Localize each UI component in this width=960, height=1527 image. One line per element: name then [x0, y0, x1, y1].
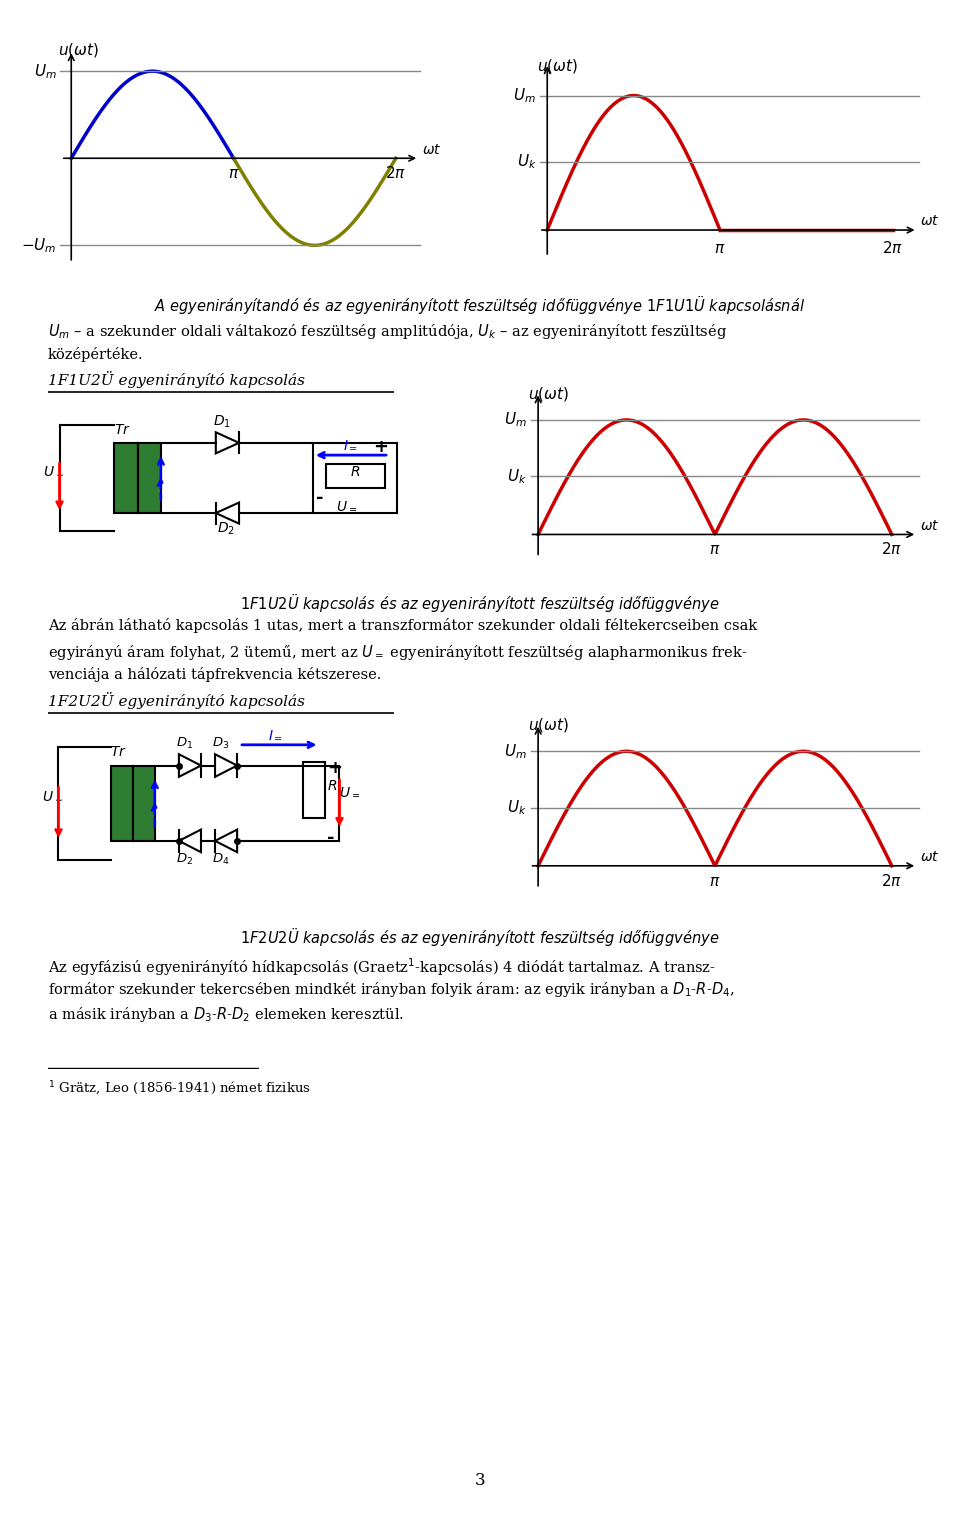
- Text: $D_1$: $D_1$: [213, 414, 231, 429]
- Text: $U_=$: $U_=$: [340, 785, 361, 799]
- Text: $\pi$: $\pi$: [228, 166, 239, 182]
- Text: $U_m$: $U_m$: [504, 411, 527, 429]
- Text: $U_=$: $U_=$: [336, 498, 357, 513]
- Text: $U_m$: $U_m$: [34, 61, 57, 81]
- Text: a másik irányban a $D_3$-$R$-$D_2$ elemeken keresztül.: a másik irányban a $D_3$-$R$-$D_2$ eleme…: [48, 1005, 404, 1023]
- Text: $\omega t$: $\omega t$: [920, 519, 940, 533]
- Text: $U_\sim$: $U_\sim$: [42, 463, 63, 478]
- Text: $Tr$: $Tr$: [114, 423, 132, 437]
- Bar: [325, 464, 385, 489]
- Text: $D_2$: $D_2$: [217, 521, 235, 538]
- Text: $D_4$: $D_4$: [212, 852, 229, 867]
- Text: $\pi$: $\pi$: [714, 241, 726, 257]
- Text: $^1$ Grätz, Leo (1856-1941) német fizikus: $^1$ Grätz, Leo (1856-1941) német fiziku…: [48, 1080, 311, 1098]
- Text: $U_m$: $U_m$: [514, 86, 537, 105]
- Text: $\it{1F1U2Ü\ kapcsolás\ és\ az\ egyenirányított\ feszültség\ időfüggvénye}$: $\it{1F1U2Ü\ kapcsolás\ és\ az\ egyenirá…: [240, 591, 720, 614]
- Text: $R$: $R$: [327, 779, 338, 793]
- Text: +: +: [373, 438, 388, 455]
- Text: $2\pi$: $2\pi$: [881, 541, 902, 557]
- Text: $I_=$: $I_=$: [268, 727, 283, 742]
- Text: $\omega t$: $\omega t$: [920, 851, 940, 864]
- Text: $U_\sim$: $U_\sim$: [42, 788, 63, 802]
- Text: $\pi$: $\pi$: [709, 542, 721, 557]
- Text: formátor szekunder tekercsében mindkét irányban folyik áram: az egyik irányban a: formátor szekunder tekercsében mindkét i…: [48, 980, 734, 999]
- Text: középértéke.: középértéke.: [48, 347, 144, 362]
- Bar: [114, 443, 137, 513]
- Text: 1F2U2Ü egyenirányító kapcsolás: 1F2U2Ü egyenirányító kapcsolás: [48, 692, 305, 709]
- Text: $\omega t$: $\omega t$: [421, 142, 442, 157]
- Bar: [110, 765, 132, 841]
- Text: $u(\omega t)$: $u(\omega t)$: [538, 56, 578, 75]
- Text: Az egyfázisú egyenirányító hídkapcsolás (Graetz$^1$-kapcsolás) 4 diódát tartalma: Az egyfázisú egyenirányító hídkapcsolás …: [48, 956, 716, 977]
- Text: $R$: $R$: [350, 466, 360, 479]
- Text: $2\pi$: $2\pi$: [881, 872, 902, 889]
- Text: $\omega t$: $\omega t$: [921, 214, 940, 228]
- Text: $u(\omega t)$: $u(\omega t)$: [528, 716, 569, 734]
- Text: Az ábrán látható kapcsolás 1 utas, mert a transzformátor szekunder oldali féltek: Az ábrán látható kapcsolás 1 utas, mert …: [48, 618, 757, 634]
- Text: $u(\omega t)$: $u(\omega t)$: [59, 41, 99, 60]
- Text: $U_k$: $U_k$: [507, 467, 527, 486]
- Text: $U_m$: $U_m$: [504, 742, 527, 760]
- Text: $2\pi$: $2\pi$: [882, 240, 903, 257]
- Text: $D_3$: $D_3$: [212, 736, 229, 751]
- Text: $\it{1F2U2Ü\ kapcsolás\ és\ az\ egyenirányított\ feszültség\ időfüggvénye}$: $\it{1F2U2Ü\ kapcsolás\ és\ az\ egyenirá…: [240, 925, 720, 948]
- Text: $Tr$: $Tr$: [110, 745, 127, 759]
- Bar: [132, 765, 155, 841]
- Text: 1F1U2Ü egyenirányító kapcsolás: 1F1U2Ü egyenirányító kapcsolás: [48, 371, 305, 388]
- Bar: [137, 443, 161, 513]
- Text: 3: 3: [474, 1472, 486, 1489]
- Text: $2\pi$: $2\pi$: [385, 165, 406, 182]
- Text: $\it{A\ egyenirányítandó\ és\ az\ egyenirányított\ feszültség\ időfüggvénye\ 1F1: $\it{A\ egyenirányítandó\ és\ az\ egyeni…: [155, 293, 805, 316]
- Text: -: -: [327, 829, 335, 847]
- Text: $D_1$: $D_1$: [177, 736, 194, 751]
- Text: $D_2$: $D_2$: [177, 852, 194, 867]
- Text: venciája a hálózati tápfrekvencia kétszerese.: venciája a hálózati tápfrekvencia kétsze…: [48, 667, 381, 683]
- Text: $U_k$: $U_k$: [507, 799, 527, 817]
- Text: $I_=$: $I_=$: [344, 438, 358, 452]
- Text: $U_k$: $U_k$: [516, 153, 537, 171]
- Text: egyirányú áram folyhat, 2 ütemű, mert az $U_=$ egyenirányított feszültség alapha: egyirányú áram folyhat, 2 ütemű, mert az…: [48, 643, 748, 661]
- Text: $U_m$ – a szekunder oldali váltakozó feszültség amplitúdója, $U_k$ – az egyenirá: $U_m$ – a szekunder oldali váltakozó fes…: [48, 322, 727, 341]
- Text: +: +: [327, 759, 343, 777]
- Text: $-U_m$: $-U_m$: [21, 237, 57, 255]
- Bar: [303, 762, 325, 818]
- Text: $\pi$: $\pi$: [709, 873, 721, 889]
- Text: $u(\omega t)$: $u(\omega t)$: [528, 385, 569, 403]
- Text: -: -: [316, 489, 324, 507]
